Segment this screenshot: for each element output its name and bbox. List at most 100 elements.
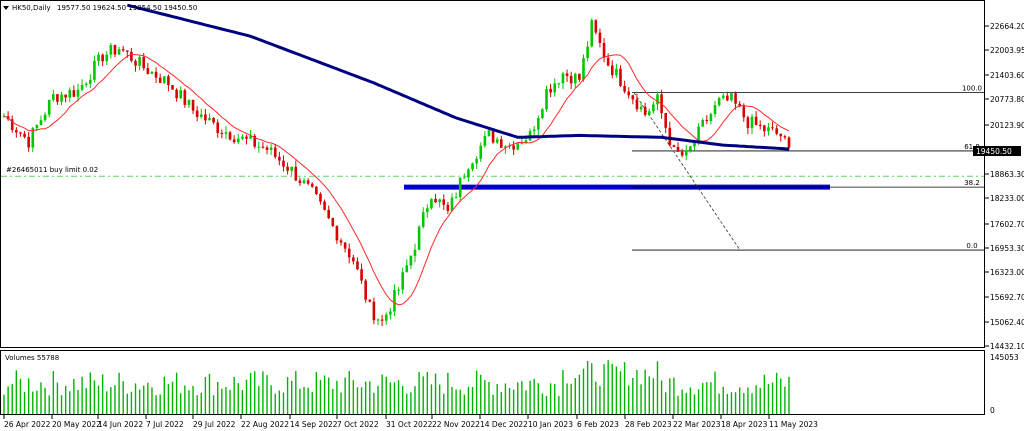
candle-body: [676, 146, 680, 152]
candle-body: [532, 129, 536, 132]
candle-body: [241, 136, 244, 139]
candle-body: [734, 93, 737, 104]
candle-body: [158, 77, 162, 83]
x-tick-label: 7 Oct 2022: [337, 420, 379, 429]
candle-body: [512, 145, 515, 150]
candle-body: [467, 169, 470, 178]
candle-body: [195, 110, 199, 117]
candle-body: [179, 90, 183, 99]
candle-body: [60, 94, 63, 102]
candle-body: [438, 199, 441, 203]
dropdown-triangle-icon[interactable]: [3, 6, 9, 10]
y-tick-label: 16953.30: [990, 244, 1024, 253]
y-tick-label: 18863.30: [990, 170, 1024, 179]
candle-body: [117, 49, 121, 55]
volume-header: Volumes 55788: [5, 354, 59, 362]
x-tick-label: 14 Dec 2022: [480, 420, 528, 429]
candle-body: [619, 68, 622, 86]
y-tick-label: 21403.60: [990, 71, 1024, 80]
candle-body: [35, 125, 39, 129]
candle-body: [668, 127, 672, 146]
candle-body: [220, 132, 224, 134]
candle-body: [212, 117, 215, 123]
candle-body: [664, 113, 668, 128]
candle-body: [273, 147, 277, 157]
candle-body: [125, 50, 129, 52]
x-tick-label: 22 Aug 2022: [241, 420, 289, 429]
candle-body: [171, 85, 174, 90]
candle-body: [483, 135, 487, 146]
y-tick-label: 18233.00: [990, 194, 1024, 203]
candle-body: [709, 114, 713, 122]
candle-body: [787, 137, 791, 148]
x-tick-label: 22 Mar 2023: [673, 420, 721, 429]
candle-body: [545, 88, 548, 110]
candle-body: [253, 135, 257, 147]
slow-ma-line: [126, 3, 790, 151]
candle-body: [524, 140, 528, 144]
candle-body: [282, 160, 285, 167]
candle-body: [738, 103, 741, 107]
candle-body: [224, 132, 228, 134]
candle-body: [93, 60, 96, 80]
candle-body: [421, 212, 425, 227]
fib-trend-line: [633, 92, 741, 251]
candle-body: [384, 314, 388, 321]
candle-body: [639, 106, 643, 110]
levels: 100.0 61.8 38.2 0.0: [1, 85, 984, 251]
candle-body: [578, 73, 581, 80]
candle-body: [549, 88, 552, 93]
candle-body: [631, 95, 635, 100]
candle-body: [742, 106, 746, 118]
candle-body: [43, 114, 47, 121]
candle-body: [758, 124, 762, 126]
candle-body: [590, 20, 594, 47]
candle-body: [586, 46, 589, 59]
x-tick-label: 31 Oct 2022: [386, 420, 433, 429]
candle-body: [97, 54, 100, 61]
candle-body: [520, 143, 524, 145]
volume-min-label: 0: [990, 406, 995, 415]
candle-body: [245, 136, 248, 139]
candle-body: [516, 143, 520, 150]
candle-body: [475, 158, 478, 164]
candle-body: [310, 183, 314, 187]
candle-body: [89, 79, 92, 84]
candle-body: [146, 68, 150, 74]
candle-body: [746, 117, 750, 129]
fib-level-label: 0.0: [966, 242, 977, 250]
candle-body: [380, 319, 384, 321]
fib-level-label: 100.0: [962, 85, 982, 93]
x-tick-label: 20 May 2022: [52, 420, 101, 429]
fib-level-label: 61.8: [964, 143, 980, 151]
candle-body: [162, 76, 166, 83]
candle-body: [495, 139, 499, 143]
candle-body: [450, 197, 454, 211]
candle-body: [191, 99, 195, 111]
candle-body: [113, 45, 117, 55]
candle-body: [109, 45, 113, 55]
candle-body: [541, 109, 544, 118]
x-tick-label: 11 May 2023: [769, 420, 818, 429]
candle-body: [376, 319, 380, 321]
y-tick-label: 22664.20: [990, 22, 1024, 31]
x-tick-label: 26 Apr 2022: [4, 420, 51, 429]
candle-body: [154, 71, 158, 78]
candle-body: [582, 58, 585, 80]
candle-body: [167, 76, 170, 86]
candle-body: [458, 177, 462, 197]
price-pane-frame: [0, 0, 985, 348]
candle-body: [623, 85, 626, 92]
volume-bars: [3, 360, 790, 414]
candle-body: [730, 93, 733, 101]
candle-body: [10, 119, 14, 131]
candle-body: [643, 106, 647, 115]
candle-body: [150, 71, 154, 74]
candle-body: [52, 94, 55, 100]
candle-body: [463, 177, 466, 179]
candle-body: [347, 248, 351, 258]
candle-body: [652, 104, 655, 112]
candle-body: [442, 199, 446, 205]
